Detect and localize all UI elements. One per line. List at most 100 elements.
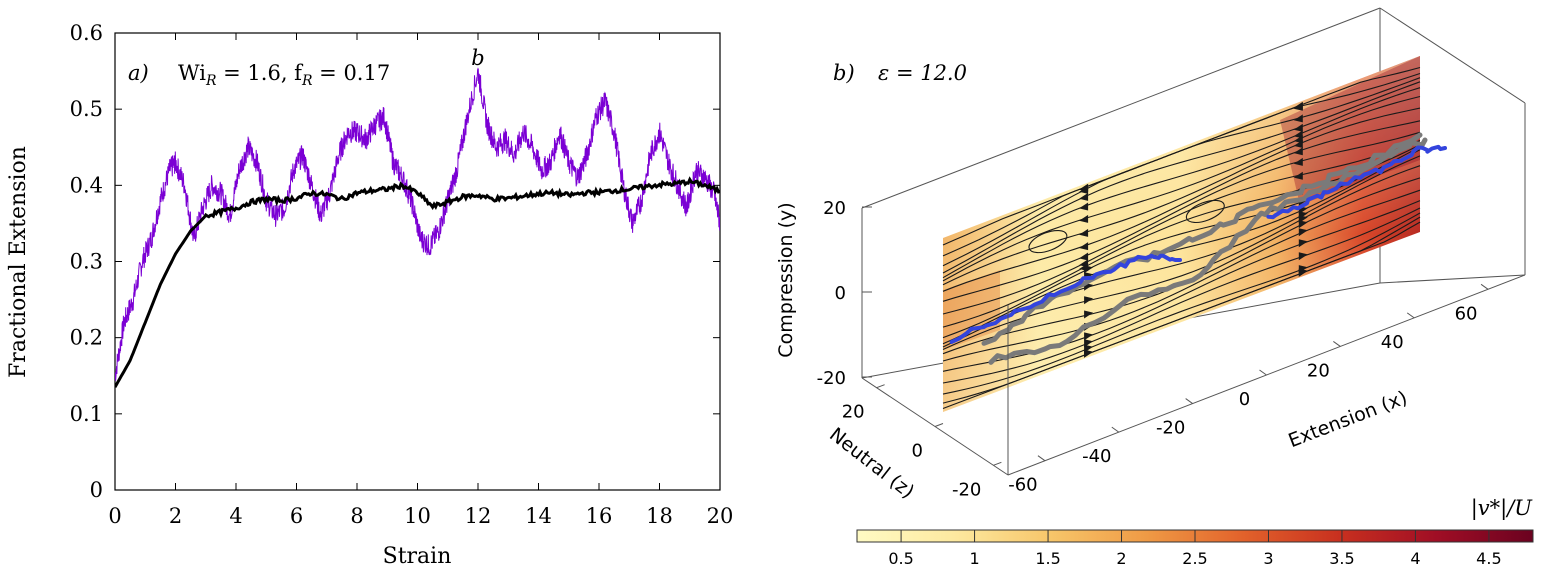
left-velocity-region: [943, 270, 1000, 350]
x3d-tick-label: 20: [1307, 360, 1330, 381]
colorbar-tick-label: 1.5: [1035, 549, 1060, 568]
x-tick-label: 6: [290, 504, 303, 528]
streamline-arrow: [1293, 135, 1303, 144]
streamline: [942, 77, 1421, 267]
y-axis-3d-label: Compression (y): [775, 202, 797, 357]
z-axis-3d-label: Neutral (z): [825, 424, 918, 503]
y-tick-label: 0: [90, 478, 103, 502]
streamline-arrow: [1293, 147, 1303, 156]
y-tick-label: 0.4: [70, 173, 103, 197]
colorbar-ticks: 0.5 1 1.5 2 2.5 3 3.5 4 4.5: [888, 530, 1502, 568]
y-tick-label: 0.2: [70, 326, 103, 350]
colorbar: 0.5 1 1.5 2 2.5 3 3.5 4 4.5 |v*|/U: [856, 496, 1534, 568]
panel-b-annotation: ε = 12.0: [878, 61, 967, 85]
colorbar-tick-label: 2.5: [1182, 549, 1207, 568]
x-tick-label: 0: [108, 504, 121, 528]
streamline: [942, 212, 1421, 395]
streamline-arrow: [1298, 239, 1308, 248]
streamline-arrow: [1084, 349, 1094, 358]
y-tick-label: 0.5: [70, 97, 103, 121]
streamline-arrow: [1293, 102, 1303, 111]
streamline: [942, 139, 1421, 315]
streamline-arrow: [1084, 310, 1094, 319]
panel-b-ticks: -60 -40 -20 0 20 40 60 20 0 -20 20 0 -20: [817, 198, 1489, 500]
polymer-chain-gray-upper: [981, 132, 1423, 346]
colorbar-tick-label: 1: [969, 549, 979, 568]
panel-a-label: a): [128, 61, 149, 85]
x3d-tick-label: 40: [1381, 332, 1404, 353]
streamline-arrow: [1293, 157, 1303, 166]
streamline-arrow: [1084, 332, 1094, 341]
streamline-arrow: [1293, 130, 1303, 139]
panel-b: -60 -40 -20 0 20 40 60 20 0 -20 20 0 -20 b) ε = 12.0…: [775, 7, 1534, 568]
y-tick-label: 0.6: [70, 21, 103, 45]
y-tick-label: 0.1: [70, 402, 103, 426]
colorbar-tick-label: 0.5: [888, 549, 913, 568]
streamline: [942, 120, 1421, 292]
streamline: [942, 131, 1421, 302]
colorbar-tick-label: 4: [1410, 549, 1420, 568]
vortex-loop: [1028, 229, 1068, 254]
x3d-tick-mark: [1185, 398, 1193, 404]
x-axis-label: Strain: [383, 544, 452, 569]
panel-b-label: b): [833, 61, 855, 85]
streamline-arrow: [1298, 228, 1308, 237]
z3d-tick-label: -20: [952, 479, 981, 500]
x-tick-label: 14: [525, 504, 552, 528]
plot-a-frame: [114, 32, 721, 491]
y3d-tick-label: 0: [835, 283, 846, 304]
polymer-chain-blue-right: [1266, 144, 1447, 220]
streamline: [942, 207, 1421, 384]
z3d-tick-mark: [876, 384, 885, 389]
streamline-arrow: [1079, 214, 1089, 223]
streamline-arrow: [1298, 220, 1308, 229]
streamline-arrow: [1079, 202, 1089, 211]
streamline-arrow: [1084, 265, 1094, 274]
polymer-chain-gray-lower: [988, 137, 1428, 365]
x-axis-3d-label: Extension (x): [1285, 387, 1410, 452]
x3d-tick-mark: [1259, 369, 1267, 376]
z3d-tick-label: 0: [912, 441, 923, 462]
streamline: [942, 149, 1421, 345]
streamline: [942, 189, 1421, 362]
x3d-tick-label: -40: [1082, 446, 1111, 467]
streamline-arrow: [1298, 268, 1308, 277]
panel-a-ticks: 0 2 4 6 8 10 12 14 16 18 20 0 0.1 0.2 0.3 0.4 0.5 0.6: [70, 21, 734, 528]
streamline: [942, 200, 1421, 372]
streamline-arrow: [1293, 123, 1303, 132]
panel-a-annotation: WiR = 1.6, fR = 0.17: [178, 61, 390, 89]
streamline-arrow: [1079, 192, 1089, 201]
streamline-arrow: [1079, 228, 1089, 237]
x-tick-label: 10: [404, 504, 431, 528]
streamline-arrow: [1079, 252, 1089, 261]
polymer-chain-blue-left: [949, 253, 1182, 344]
streamline-arrow: [1298, 252, 1308, 261]
y3d-tick-label: -20: [817, 368, 846, 389]
x3d-tick-mark: [1333, 341, 1341, 347]
x3d-tick-mark: [1406, 312, 1415, 319]
polymer-chains: [949, 132, 1447, 365]
streamline-arrow: [1293, 140, 1303, 148]
streamline: [942, 87, 1421, 279]
colorbar-label: |v*|/U: [1471, 496, 1534, 521]
streamline: [942, 146, 1421, 339]
x-tick-label: 12: [465, 504, 492, 528]
x3d-tick-label: -20: [1156, 418, 1185, 439]
y3d-tick-label: 20: [823, 198, 846, 219]
streamline: [942, 95, 1421, 282]
marker-b-label: b: [471, 46, 484, 70]
z3d-tick-label: 20: [842, 402, 865, 423]
y-axis-label: Fractional Extension: [6, 146, 31, 378]
colorbar-tick-label: 2: [1116, 549, 1126, 568]
streamline: [942, 81, 1421, 274]
streamline-arrow: [1079, 242, 1089, 251]
streamline-arrow: [1079, 185, 1089, 194]
x-tick-label: 20: [707, 504, 734, 528]
x3d-tick-label: 0: [1239, 389, 1250, 410]
colorbar-tick-label: 3.5: [1329, 549, 1354, 568]
x3d-tick-label: -60: [1008, 475, 1037, 496]
streamline-arrow: [1293, 171, 1303, 180]
streamlines: [942, 66, 1421, 410]
x-tick-label: 8: [350, 504, 363, 528]
